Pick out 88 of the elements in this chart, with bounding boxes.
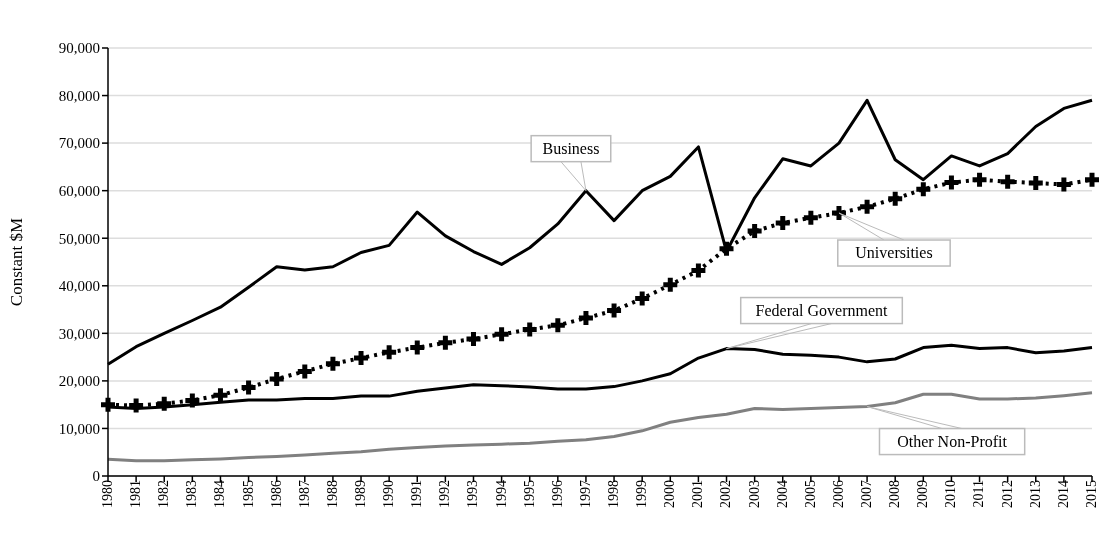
x-tick-label: 1995	[521, 480, 537, 508]
x-tick-label: 1989	[352, 480, 368, 508]
point	[860, 199, 875, 214]
series-label: Federal Government	[755, 301, 889, 319]
point	[325, 356, 340, 371]
x-tick-label: 1993	[465, 480, 481, 508]
y-tick-label: 60,000	[58, 182, 100, 199]
x-tick-label: 2003	[746, 480, 762, 508]
point	[157, 396, 172, 411]
point	[354, 351, 369, 366]
point	[185, 393, 200, 408]
point	[803, 210, 818, 225]
point	[1028, 176, 1043, 191]
y-tick-label: 80,000	[58, 87, 100, 104]
x-tick-label: 1982	[156, 480, 172, 508]
point	[1085, 172, 1099, 187]
point	[691, 263, 706, 278]
point	[129, 398, 144, 413]
point	[607, 303, 622, 318]
x-tick-label: 2013	[1027, 480, 1043, 508]
x-tick-label: 2006	[830, 480, 846, 508]
y-tick-label: 90,000	[58, 40, 100, 57]
point	[775, 216, 790, 230]
x-tick-label: 2005	[802, 480, 818, 508]
point	[382, 345, 397, 360]
point	[663, 277, 678, 292]
x-tick-label: 2012	[999, 480, 1015, 508]
x-tick-label: 2001	[690, 480, 706, 508]
y-axis-title: Constant $M	[7, 217, 27, 307]
x-tick-label: 2011	[971, 480, 987, 508]
point	[888, 191, 903, 206]
point	[747, 224, 762, 239]
x-tick-label: 1991	[409, 480, 425, 508]
point	[241, 380, 256, 395]
x-tick-label: 2010	[943, 480, 959, 508]
x-tick-label: 1996	[549, 480, 565, 508]
point	[635, 291, 650, 306]
text: Business	[542, 139, 600, 157]
point	[916, 182, 931, 197]
point	[1056, 177, 1071, 192]
x-tick-label: 2002	[718, 480, 734, 508]
y-tick-label: 0	[92, 468, 100, 485]
point	[944, 175, 959, 190]
x-tick-label: 1983	[184, 480, 200, 508]
point	[831, 206, 846, 221]
x-tick-label: 1997	[577, 480, 593, 508]
point	[719, 241, 734, 256]
y-tick-label: 50,000	[58, 230, 100, 247]
x-tick-label: 1998	[606, 480, 621, 508]
point	[101, 397, 115, 412]
y-tick-label: 40,000	[58, 278, 100, 295]
x-tick-label: 2015	[1083, 480, 1099, 508]
x-tick-label: 1980	[99, 480, 115, 508]
point	[269, 371, 284, 386]
series-label: Other Non-Profit	[897, 432, 1008, 450]
point	[466, 332, 481, 347]
point	[550, 318, 565, 333]
x-tick-label: 1990	[381, 480, 397, 508]
x-tick-label: 2008	[887, 480, 903, 508]
x-tick-label: 2000	[662, 480, 678, 508]
point	[578, 311, 593, 326]
x-tick-label: 1992	[437, 480, 453, 508]
point	[297, 364, 312, 379]
x-tick-label: 2009	[915, 480, 931, 508]
x-tick-label: 1981	[128, 480, 144, 508]
point	[1000, 174, 1015, 189]
point	[972, 172, 987, 187]
x-tick-label: 1988	[324, 480, 340, 508]
y-tick-label: 20,000	[58, 373, 100, 390]
y-tick-label: 10,000	[58, 420, 100, 437]
point	[410, 340, 425, 355]
point	[522, 322, 537, 337]
x-tick-label: 1987	[296, 480, 312, 508]
y-tick-label: 70,000	[58, 135, 100, 152]
y-tick-label: 30,000	[58, 325, 100, 342]
line-series	[106, 391, 1094, 463]
x-tick-label: 1994	[493, 480, 509, 508]
point	[494, 327, 509, 342]
x-tick-label: 2007	[859, 480, 875, 508]
series-label: Universities	[855, 244, 933, 262]
point	[438, 335, 453, 350]
x-tick-label: 1999	[634, 480, 650, 508]
x-tick-label: 1984	[212, 480, 228, 508]
point	[213, 388, 228, 403]
x-tick-label: 1985	[240, 480, 256, 508]
x-tick-label: 2004	[774, 480, 790, 508]
x-tick-label: 2014	[1055, 480, 1071, 508]
x-tick-label: 1986	[268, 480, 284, 508]
